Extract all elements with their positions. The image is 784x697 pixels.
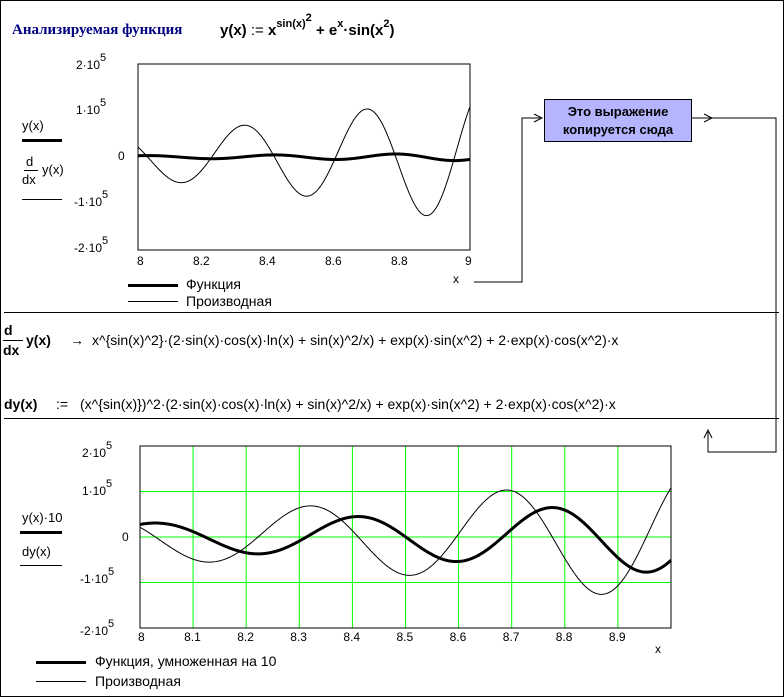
plot2-ytick: 1·105 — [82, 478, 113, 498]
plot2-ylabel-thin-line — [20, 565, 62, 566]
plot1-ylabel-derivative: y(x) — [42, 162, 64, 177]
exponent-sin: sin(x) — [276, 18, 306, 30]
dy-assign: := — [56, 396, 69, 412]
plot1-legend-derivative: Производная — [186, 293, 272, 309]
base-x: x — [267, 22, 277, 39]
times-sin: ·sin(x — [343, 22, 384, 39]
plot1-derivative-curve — [137, 106, 471, 217]
plot2-legend-thick-line — [36, 661, 86, 664]
plot1-ytick: -2·105 — [74, 235, 109, 255]
plot1-ylabel-dx: dx — [22, 172, 36, 187]
plot1-xtick: 8.4 — [259, 254, 276, 268]
exponent-square: 2 — [305, 12, 312, 24]
plot1-xtick: 9 — [465, 254, 472, 268]
plot2-derivative-curve — [139, 487, 672, 595]
plot2-legend-derivative: Производная — [95, 673, 181, 689]
e-symbol: e — [328, 22, 338, 39]
plot2-ylabel-function: y(x)·10 — [22, 510, 63, 525]
derivative-frac-bar — [3, 340, 23, 341]
assign-operator: := — [250, 22, 264, 39]
derivative-dx: dx — [3, 342, 20, 358]
plot2-ylabel-thick-line — [20, 531, 62, 534]
function-label: Анализируемая функция — [12, 22, 183, 38]
plot1-function-curve — [137, 152, 471, 163]
plot2-xtick: 8.5 — [396, 630, 414, 644]
plot1-xtick: 8.6 — [325, 254, 342, 268]
plot2-ytick: -1·105 — [80, 566, 115, 586]
plot1-ytick: 2·105 — [76, 52, 107, 72]
definition-lhs: y(x) — [220, 22, 247, 39]
dy-lhs: dy(x) — [4, 396, 38, 412]
plot1-legend-function: Функция — [186, 276, 241, 292]
connector-lines — [474, 113, 777, 453]
plot2-xtick: 8.9 — [608, 630, 626, 644]
plot2-area[interactable] — [139, 445, 673, 629]
plot2-xtick: 8.7 — [502, 630, 520, 644]
callout-line-1: Это выражение — [567, 104, 669, 119]
plot2-xtick: 8.2 — [237, 630, 254, 644]
plot1-ylabel-function: y(x) — [22, 118, 44, 133]
dy-expression[interactable]: (x^{sin(x)})^2·(2·sin(x)·cos(x)·ln(x) + … — [80, 396, 616, 412]
plot2-xtick: 8.3 — [290, 630, 307, 644]
plot2-xtick: 8.8 — [555, 630, 573, 644]
plot2-ylabel-derivative: dy(x) — [22, 544, 51, 559]
plot2-xtick: 8.6 — [449, 630, 467, 644]
plot2-legend-function: Функция, умноженная на 10 — [95, 653, 277, 669]
plot1-xtick: 8 — [137, 254, 144, 268]
close-paren: ) — [389, 22, 395, 39]
plot1-area[interactable] — [137, 63, 471, 251]
plot1-legend-thin-line — [128, 301, 178, 302]
e-exponent: x — [337, 18, 344, 30]
formula-region — [4, 312, 779, 419]
plot1-xtick: 8.2 — [193, 254, 210, 268]
plot2-function-curve — [139, 506, 673, 574]
plot2-ytick: -2·105 — [80, 618, 115, 638]
plot2-xlabel: x — [655, 642, 661, 656]
plot1-ytick: 1·105 — [76, 97, 107, 117]
plot1-xtick: 8.8 — [391, 254, 408, 268]
function-definition[interactable]: y(x) := xsin(x)2 + ex·sin(x2) — [220, 12, 395, 39]
plot2-grid — [140, 446, 671, 628]
plot2-ytick: 0 — [122, 530, 129, 544]
plot2-xtick: 8.1 — [184, 630, 201, 644]
plot1-ylabel-thick-line — [22, 139, 62, 142]
plot1-ytick: -1·105 — [74, 189, 109, 209]
derivative-d: d — [4, 322, 13, 338]
callout-line-2: копируется сюда — [562, 122, 674, 137]
plot1-frac-bar — [24, 170, 38, 171]
plot1-ylabel-thin-line — [22, 199, 62, 200]
symbolic-arrow: → — [70, 332, 84, 348]
plot1-xlabel: x — [453, 272, 459, 286]
plot2-legend-thin-line — [36, 681, 86, 682]
plot1-legend-thick-line — [128, 284, 178, 287]
derivative-lhs: y(x) — [26, 332, 51, 348]
derivative-expression[interactable]: x^{sin(x)^2}·(2·sin(x)·cos(x)·ln(x) + si… — [92, 332, 619, 348]
plot2-xtick: 8 — [138, 630, 145, 644]
plot1-ytick: 0 — [118, 149, 125, 163]
plus-sign: + — [315, 22, 325, 39]
plot2-ytick: 2·105 — [82, 440, 113, 460]
plot2-xtick: 8.4 — [343, 630, 361, 644]
x-square: 2 — [383, 18, 390, 30]
plot1-ylabel-d: d — [26, 154, 34, 169]
copy-callout-box: Это выражение копируется сюда — [544, 99, 692, 142]
